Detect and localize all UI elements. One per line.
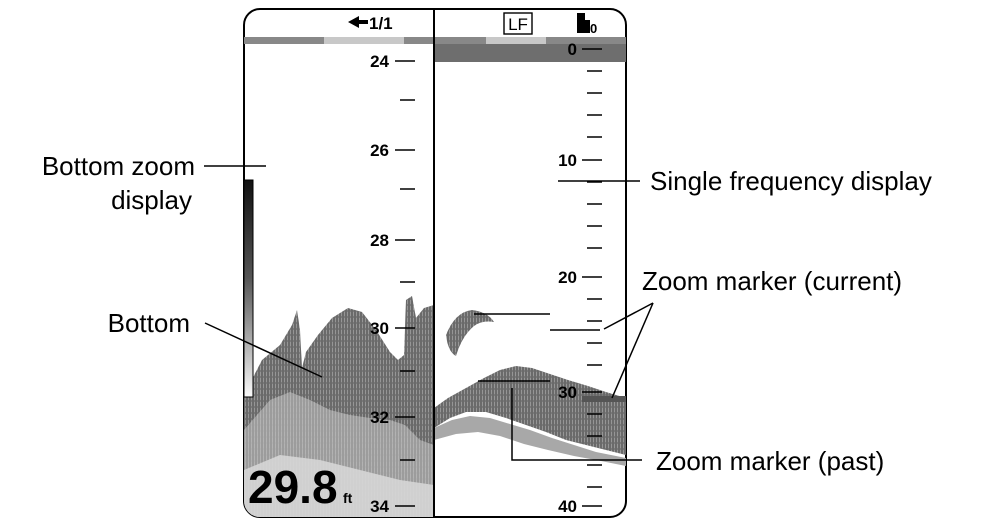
scale-tick-label: 32 (370, 408, 389, 427)
scale-tick-label: 10 (558, 151, 577, 170)
single-frequency-echo (434, 366, 626, 466)
color-bar (243, 179, 254, 398)
svg-text:LF: LF (508, 15, 528, 34)
surface-band (434, 44, 626, 62)
page-indicator: 1/1 (348, 14, 393, 33)
scale-tick-label: 40 (558, 497, 577, 516)
left-depth-scale: 24 26 28 30 32 34 (370, 52, 415, 516)
callout-bottom-zoom-display: Bottom zoom (42, 151, 195, 181)
depth-readout: 29.8 ft (248, 461, 353, 513)
scale-tick-label: 30 (370, 319, 389, 338)
svg-text:ft: ft (343, 490, 353, 506)
leader-lines (204, 165, 654, 461)
callout-bottom: Bottom (108, 308, 190, 338)
zoom-marker-band (582, 396, 626, 402)
gain-icon (577, 13, 590, 33)
scale-tick-label: 20 (558, 268, 577, 287)
svg-text:0: 0 (590, 21, 597, 36)
callout-zoom-marker-current: Zoom marker (current) (642, 266, 902, 296)
scale-tick-label: 30 (558, 383, 577, 402)
callout-single-frequency-display: Single frequency display (650, 166, 932, 196)
scale-tick-label: 26 (370, 141, 389, 160)
svg-text:1/1: 1/1 (369, 14, 393, 33)
callouts: Bottom zoom display Bottom Single freque… (42, 151, 932, 476)
gain-indicator: 0 (577, 13, 597, 36)
header-bar (244, 37, 626, 44)
bottom-zoom-echo (244, 296, 434, 517)
fish-school-echo (446, 310, 494, 356)
callout-zoom-marker-past: Zoom marker (past) (656, 446, 884, 476)
frequency-badge: LF (503, 12, 533, 35)
scale-tick-label: 0 (568, 40, 577, 59)
arrow-left-icon (348, 16, 368, 28)
svg-text:29.8: 29.8 (248, 461, 338, 513)
callout-bottom-zoom-display-line2: display (111, 185, 192, 215)
scale-tick-label: 28 (370, 231, 389, 250)
scale-tick-label: 34 (370, 497, 389, 516)
scale-tick-label: 24 (370, 52, 389, 71)
right-depth-scale: 0 10 20 30 40 (558, 40, 602, 516)
